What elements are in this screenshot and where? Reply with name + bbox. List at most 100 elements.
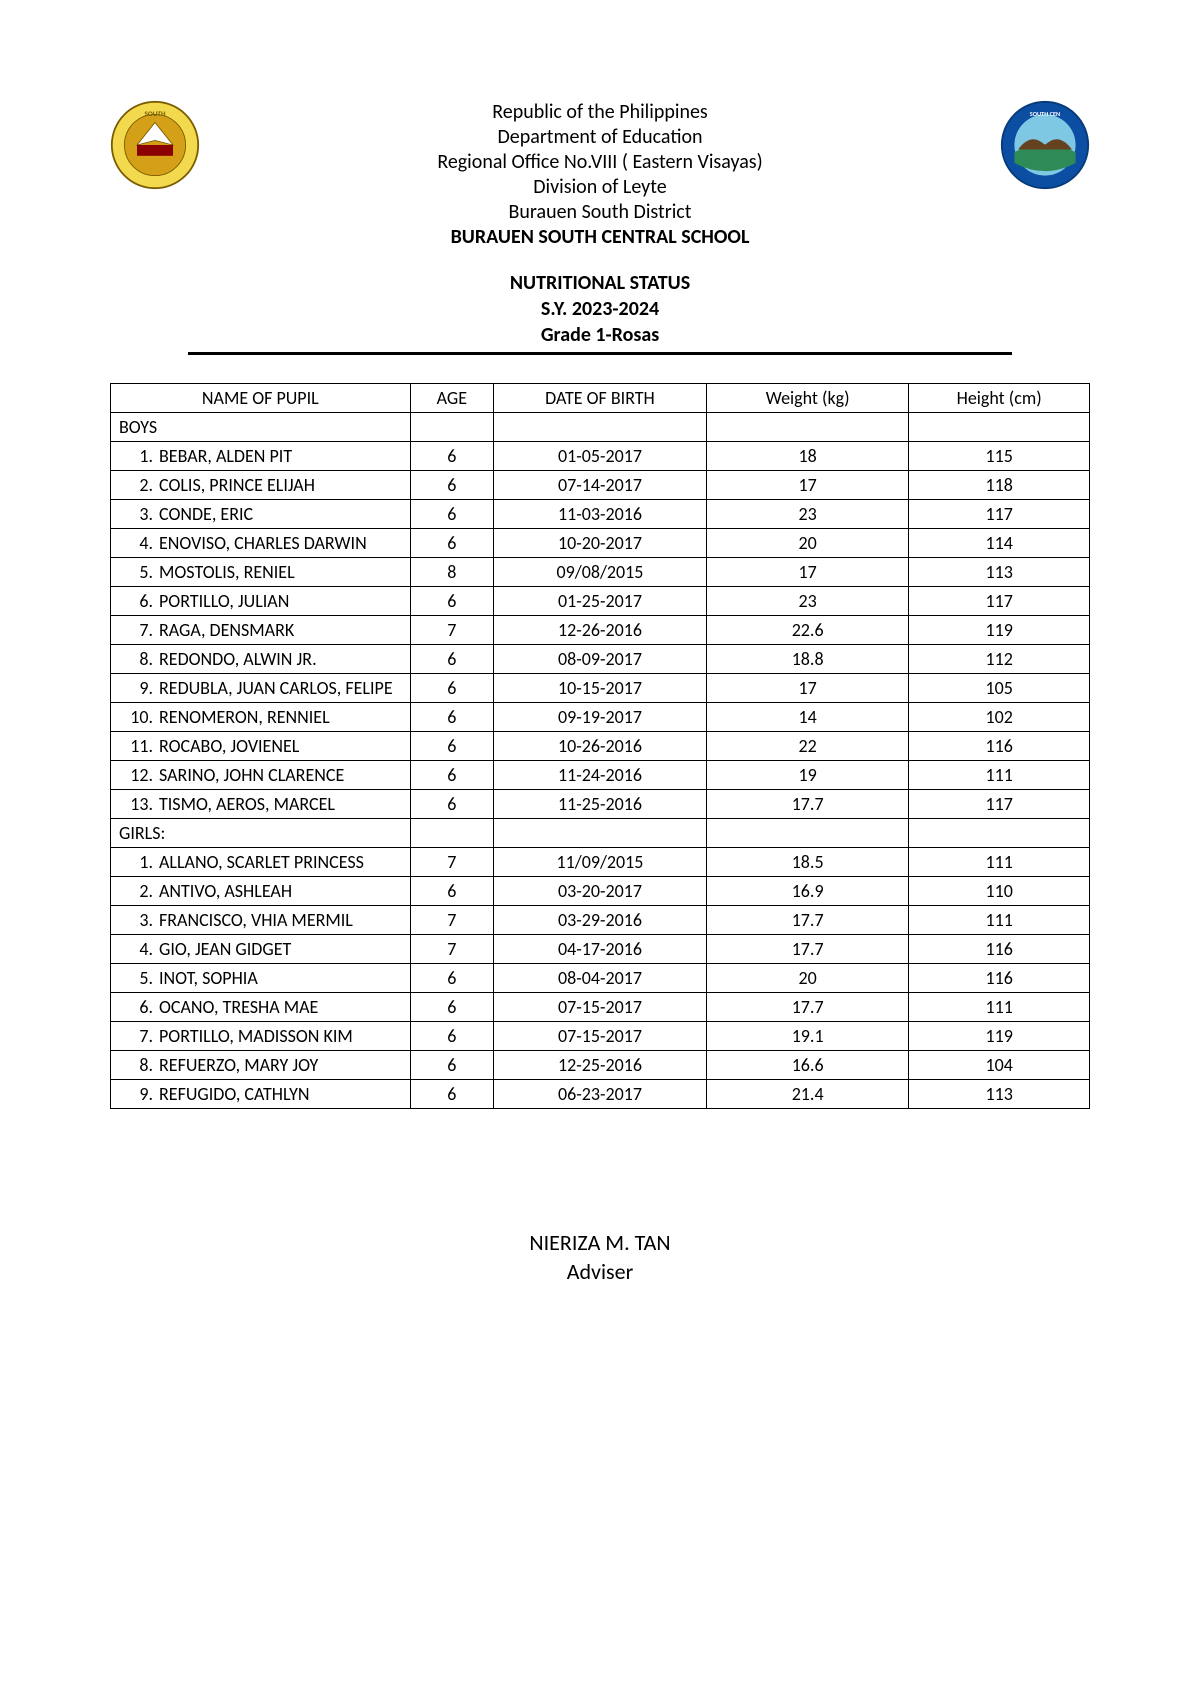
empty-cell bbox=[410, 819, 493, 848]
header-line-1: Republic of the Philippines bbox=[220, 100, 980, 125]
section-label: BOYS bbox=[111, 413, 411, 442]
pupil-name: REFUERZO, MARY JOY bbox=[159, 1054, 402, 1076]
cell-age: 6 bbox=[410, 790, 493, 819]
pupil-name: SARINO, JOHN CLARENCE bbox=[159, 764, 402, 786]
cell-weight: 17 bbox=[707, 558, 909, 587]
cell-weight: 20 bbox=[707, 964, 909, 993]
pupil-name: RAGA, DENSMARK bbox=[159, 619, 402, 641]
empty-cell bbox=[707, 413, 909, 442]
pupil-name: ANTIVO, ASHLEAH bbox=[159, 880, 402, 902]
col-header-name: NAME OF PUPIL bbox=[111, 384, 411, 413]
cell-age: 7 bbox=[410, 906, 493, 935]
table-row: 3.CONDE, ERIC611-03-201623117 bbox=[111, 500, 1090, 529]
cell-name: 3.FRANCISCO, VHIA MERMIL bbox=[111, 906, 411, 935]
cell-name: 12.SARINO, JOHN CLARENCE bbox=[111, 761, 411, 790]
row-number: 13. bbox=[119, 793, 159, 815]
cell-age: 6 bbox=[410, 877, 493, 906]
table-row: 9.REDUBLA, JUAN CARLOS, FELIPE610-15-201… bbox=[111, 674, 1090, 703]
row-number: 1. bbox=[119, 445, 159, 467]
letterhead: SOUTH Republic of the Philippines Depart… bbox=[110, 100, 1090, 250]
document-title: NUTRITIONAL STATUS S.Y. 2023-2024 Grade … bbox=[110, 270, 1090, 355]
cell-name: 8.REFUERZO, MARY JOY bbox=[111, 1051, 411, 1080]
title-underline bbox=[188, 352, 1011, 355]
cell-name: 9.REFUGIDO, CATHLYN bbox=[111, 1080, 411, 1109]
cell-height: 117 bbox=[909, 790, 1090, 819]
cell-name: 6.OCANO, TRESHA MAE bbox=[111, 993, 411, 1022]
cell-dob: 12-26-2016 bbox=[493, 616, 706, 645]
cell-age: 6 bbox=[410, 500, 493, 529]
row-number: 9. bbox=[119, 677, 159, 699]
table-row: 5.MOSTOLIS, RENIEL809/08/201517113 bbox=[111, 558, 1090, 587]
document-page: SOUTH Republic of the Philippines Depart… bbox=[0, 0, 1200, 1697]
cell-name: 5.MOSTOLIS, RENIEL bbox=[111, 558, 411, 587]
cell-height: 116 bbox=[909, 935, 1090, 964]
row-number: 6. bbox=[119, 996, 159, 1018]
pupil-name: BEBAR, ALDEN PIT bbox=[159, 445, 402, 467]
cell-weight: 19.1 bbox=[707, 1022, 909, 1051]
empty-cell bbox=[909, 819, 1090, 848]
row-number: 7. bbox=[119, 619, 159, 641]
cell-name: 8.REDONDO, ALWIN JR. bbox=[111, 645, 411, 674]
col-header-height: Height (cm) bbox=[909, 384, 1090, 413]
table-row: 4.ENOVISO, CHARLES DARWIN610-20-20172011… bbox=[111, 529, 1090, 558]
cell-name: 2.COLIS, PRINCE ELIJAH bbox=[111, 471, 411, 500]
cell-dob: 01-25-2017 bbox=[493, 587, 706, 616]
cell-age: 7 bbox=[410, 616, 493, 645]
cell-weight: 18.8 bbox=[707, 645, 909, 674]
cell-name: 1.ALLANO, SCARLET PRINCESS bbox=[111, 848, 411, 877]
cell-weight: 17 bbox=[707, 674, 909, 703]
cell-dob: 11-03-2016 bbox=[493, 500, 706, 529]
cell-height: 111 bbox=[909, 761, 1090, 790]
section-row: GIRLS: bbox=[111, 819, 1090, 848]
cell-dob: 07-15-2017 bbox=[493, 1022, 706, 1051]
pupil-name: ALLANO, SCARLET PRINCESS bbox=[159, 851, 402, 873]
cell-age: 6 bbox=[410, 442, 493, 471]
table-row: 12.SARINO, JOHN CLARENCE611-24-201619111 bbox=[111, 761, 1090, 790]
cell-weight: 17.7 bbox=[707, 906, 909, 935]
empty-cell bbox=[707, 819, 909, 848]
title-line-2: S.Y. 2023-2024 bbox=[110, 296, 1090, 322]
row-number: 4. bbox=[119, 938, 159, 960]
cell-age: 6 bbox=[410, 761, 493, 790]
pupil-name: REDUBLA, JUAN CARLOS, FELIPE bbox=[159, 677, 402, 699]
cell-weight: 17.7 bbox=[707, 790, 909, 819]
cell-height: 112 bbox=[909, 645, 1090, 674]
row-number: 12. bbox=[119, 764, 159, 786]
cell-name: 7.PORTILLO, MADISSON KIM bbox=[111, 1022, 411, 1051]
empty-cell bbox=[410, 413, 493, 442]
table-row: 1.BEBAR, ALDEN PIT601-05-201718115 bbox=[111, 442, 1090, 471]
cell-weight: 16.9 bbox=[707, 877, 909, 906]
cell-height: 111 bbox=[909, 906, 1090, 935]
cell-height: 116 bbox=[909, 964, 1090, 993]
cell-dob: 04-17-2016 bbox=[493, 935, 706, 964]
cell-age: 6 bbox=[410, 732, 493, 761]
title-line-3: Grade 1-Rosas bbox=[110, 322, 1090, 348]
cell-dob: 03-29-2016 bbox=[493, 906, 706, 935]
cell-name: 10.RENOMERON, RENNIEL bbox=[111, 703, 411, 732]
cell-age: 7 bbox=[410, 848, 493, 877]
row-number: 5. bbox=[119, 561, 159, 583]
table-row: 2.ANTIVO, ASHLEAH603-20-201716.9110 bbox=[111, 877, 1090, 906]
pupil-name: GIO, JEAN GIDGET bbox=[159, 938, 402, 960]
cell-dob: 11/09/2015 bbox=[493, 848, 706, 877]
header-line-4: Division of Leyte bbox=[220, 175, 980, 200]
table-row: 1.ALLANO, SCARLET PRINCESS711/09/201518.… bbox=[111, 848, 1090, 877]
table-row: 7.RAGA, DENSMARK712-26-201622.6119 bbox=[111, 616, 1090, 645]
cell-dob: 03-20-2017 bbox=[493, 877, 706, 906]
table-row: 3.FRANCISCO, VHIA MERMIL703-29-201617.71… bbox=[111, 906, 1090, 935]
cell-name: 4.GIO, JEAN GIDGET bbox=[111, 935, 411, 964]
cell-name: 11.ROCABO, JOVIENEL bbox=[111, 732, 411, 761]
cell-weight: 14 bbox=[707, 703, 909, 732]
cell-height: 105 bbox=[909, 674, 1090, 703]
cell-height: 113 bbox=[909, 1080, 1090, 1109]
cell-age: 7 bbox=[410, 935, 493, 964]
cell-height: 111 bbox=[909, 993, 1090, 1022]
cell-dob: 10-15-2017 bbox=[493, 674, 706, 703]
cell-height: 110 bbox=[909, 877, 1090, 906]
row-number: 2. bbox=[119, 474, 159, 496]
pupil-name: FRANCISCO, VHIA MERMIL bbox=[159, 909, 402, 931]
table-row: 6.OCANO, TRESHA MAE607-15-201717.7111 bbox=[111, 993, 1090, 1022]
cell-weight: 17.7 bbox=[707, 935, 909, 964]
cell-age: 6 bbox=[410, 645, 493, 674]
header-line-5: Burauen South District bbox=[220, 200, 980, 225]
